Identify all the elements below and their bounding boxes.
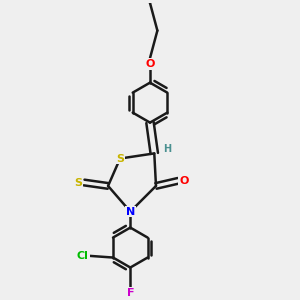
Text: O: O — [179, 176, 189, 186]
Text: Cl: Cl — [77, 251, 89, 261]
Text: S: S — [116, 154, 124, 164]
Text: O: O — [145, 59, 155, 69]
Text: F: F — [127, 288, 134, 298]
Text: N: N — [126, 207, 135, 217]
Text: H: H — [163, 144, 171, 154]
Text: S: S — [74, 178, 83, 188]
